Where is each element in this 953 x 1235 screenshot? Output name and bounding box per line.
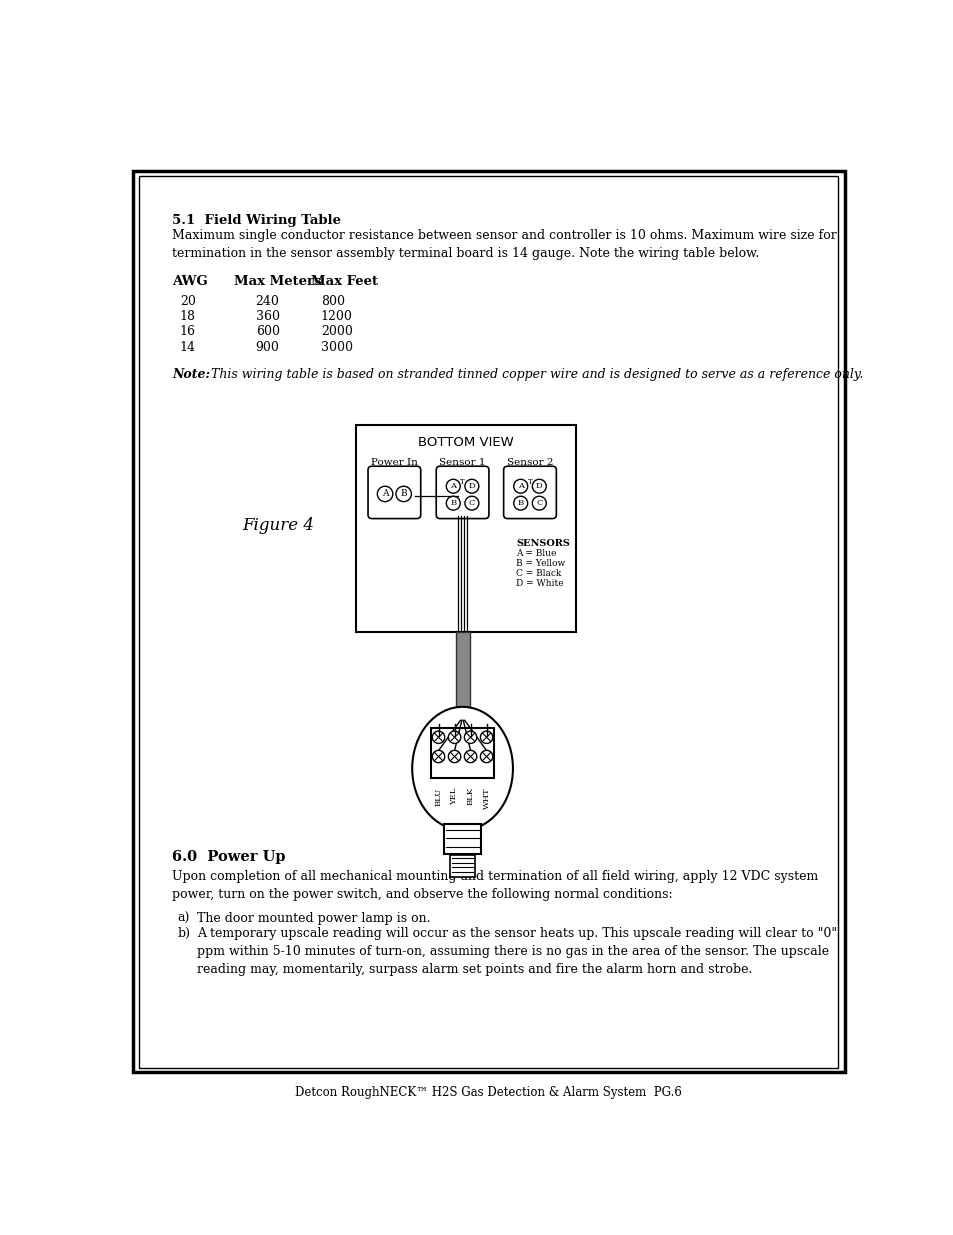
Text: Upon completion of all mechanical mounting and termination of all field wiring, : Upon completion of all mechanical mounti…	[172, 869, 818, 900]
Text: a): a)	[177, 911, 190, 925]
Text: D = White: D = White	[516, 579, 563, 588]
Text: C: C	[468, 499, 475, 508]
Text: b): b)	[177, 927, 191, 940]
Text: Sensor 2: Sensor 2	[506, 458, 553, 467]
Circle shape	[448, 731, 460, 743]
Circle shape	[480, 731, 493, 743]
Text: 600: 600	[255, 325, 279, 338]
Text: Power In: Power In	[371, 458, 417, 467]
Text: T: T	[527, 478, 532, 485]
Text: T: T	[459, 478, 464, 485]
Circle shape	[532, 496, 546, 510]
Bar	[355, 425, 576, 632]
Circle shape	[480, 751, 493, 763]
Text: A: A	[381, 489, 388, 499]
Text: D: D	[468, 482, 475, 490]
Circle shape	[464, 751, 476, 763]
Text: Maximum single conductor resistance between sensor and controller is 10 ohms. Ma: Maximum single conductor resistance betw…	[172, 228, 836, 261]
Text: 2000: 2000	[320, 325, 353, 338]
Text: This wiring table is based on stranded tinned copper wire and is designed to ser: This wiring table is based on stranded t…	[203, 368, 862, 380]
Text: 3000: 3000	[320, 341, 353, 353]
Text: YEL: YEL	[450, 787, 458, 805]
Text: 6.0  Power Up: 6.0 Power Up	[172, 851, 285, 864]
Bar	[443, 824, 480, 853]
Text: 5.1  Field Wiring Table: 5.1 Field Wiring Table	[172, 214, 340, 227]
Text: B = Yellow: B = Yellow	[516, 559, 565, 568]
Text: B: B	[517, 499, 523, 508]
Text: Max Meters: Max Meters	[233, 275, 321, 288]
Circle shape	[432, 731, 444, 743]
Text: A temporary upscale reading will occur as the sensor heats up. This upscale read: A temporary upscale reading will occur a…	[196, 927, 836, 977]
Text: BOTTOM VIEW: BOTTOM VIEW	[417, 436, 514, 450]
Text: 14: 14	[179, 341, 195, 353]
Text: C: C	[536, 499, 542, 508]
Text: BLK: BLK	[466, 787, 474, 805]
Text: 18: 18	[179, 310, 195, 322]
Text: WHT: WHT	[482, 787, 490, 809]
FancyBboxPatch shape	[368, 466, 420, 519]
Circle shape	[464, 731, 476, 743]
Text: C = Black: C = Black	[516, 569, 560, 578]
Circle shape	[513, 496, 527, 510]
Circle shape	[446, 496, 459, 510]
Circle shape	[532, 479, 546, 493]
Text: The door mounted power lamp is on.: The door mounted power lamp is on.	[196, 911, 430, 925]
Text: 900: 900	[255, 341, 279, 353]
Text: D: D	[536, 482, 542, 490]
Bar	[450, 855, 475, 877]
Circle shape	[513, 479, 527, 493]
Text: SENSORS: SENSORS	[516, 540, 569, 548]
Text: BLU: BLU	[435, 787, 442, 805]
Text: A: A	[450, 482, 456, 490]
Text: 360: 360	[255, 310, 279, 322]
Text: 20: 20	[179, 294, 195, 308]
Circle shape	[464, 479, 478, 493]
Text: 240: 240	[255, 294, 279, 308]
Text: Detcon RoughNECK™ H2S Gas Detection & Alarm System  PG.6: Detcon RoughNECK™ H2S Gas Detection & Al…	[295, 1086, 681, 1099]
Circle shape	[448, 751, 460, 763]
Text: 1200: 1200	[320, 310, 353, 322]
FancyBboxPatch shape	[436, 466, 488, 519]
Text: B: B	[450, 499, 456, 508]
Bar	[456, 632, 469, 716]
Circle shape	[464, 496, 478, 510]
Ellipse shape	[412, 706, 513, 830]
Text: 800: 800	[320, 294, 344, 308]
Text: A = Blue: A = Blue	[516, 550, 556, 558]
FancyBboxPatch shape	[503, 466, 556, 519]
Text: Figure 4: Figure 4	[242, 517, 314, 534]
Circle shape	[432, 751, 444, 763]
Circle shape	[395, 487, 411, 501]
Text: Sensor 1: Sensor 1	[439, 458, 485, 467]
Text: B: B	[400, 489, 407, 499]
Circle shape	[446, 479, 459, 493]
Text: Note:: Note:	[172, 368, 210, 380]
Text: Max Feet: Max Feet	[311, 275, 378, 288]
Circle shape	[377, 487, 393, 501]
Text: 16: 16	[179, 325, 195, 338]
Text: AWG: AWG	[172, 275, 208, 288]
Bar	[431, 727, 494, 778]
Text: A: A	[517, 482, 523, 490]
